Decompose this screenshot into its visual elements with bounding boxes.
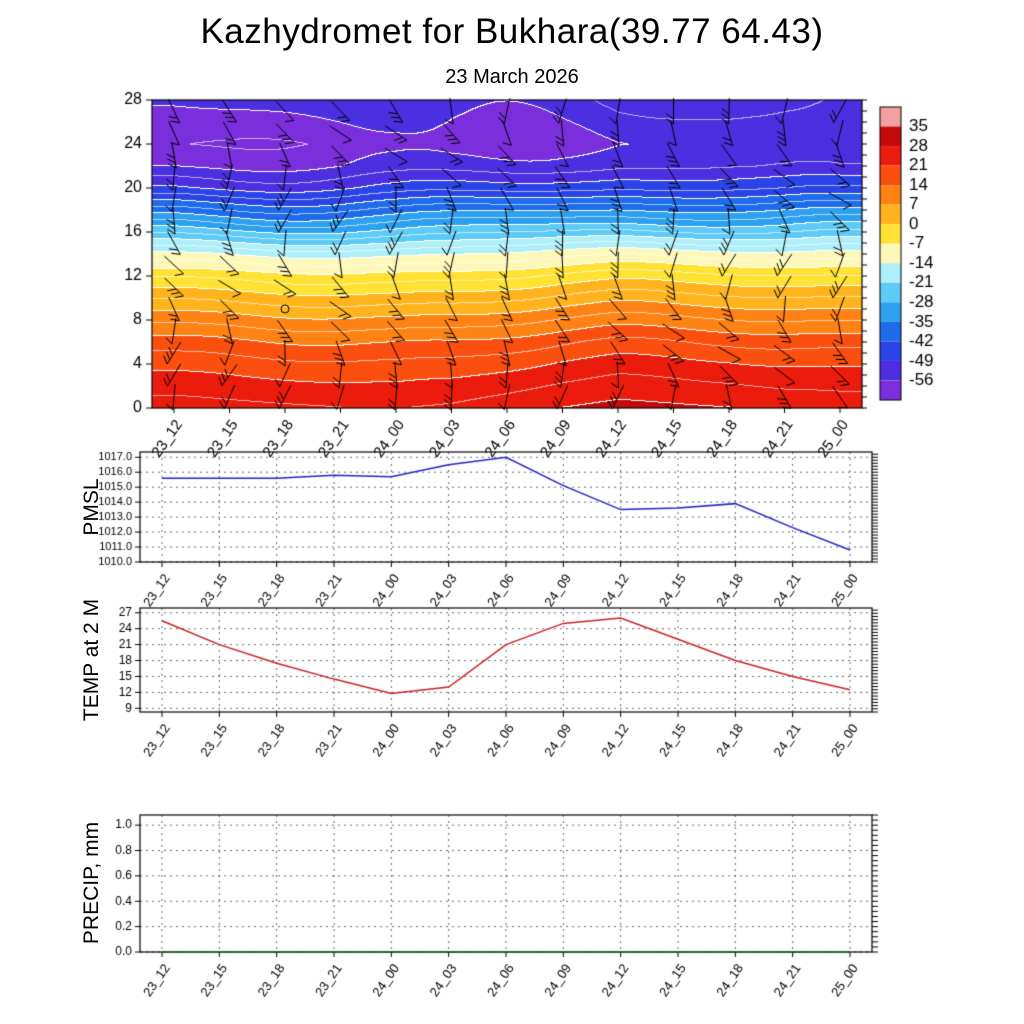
temp2m-axis-label: TEMP at 2 M	[80, 598, 103, 722]
precip-axis-label: PRECIP, mm	[80, 821, 103, 945]
pmsl-axis-label: PMSL	[80, 478, 103, 536]
